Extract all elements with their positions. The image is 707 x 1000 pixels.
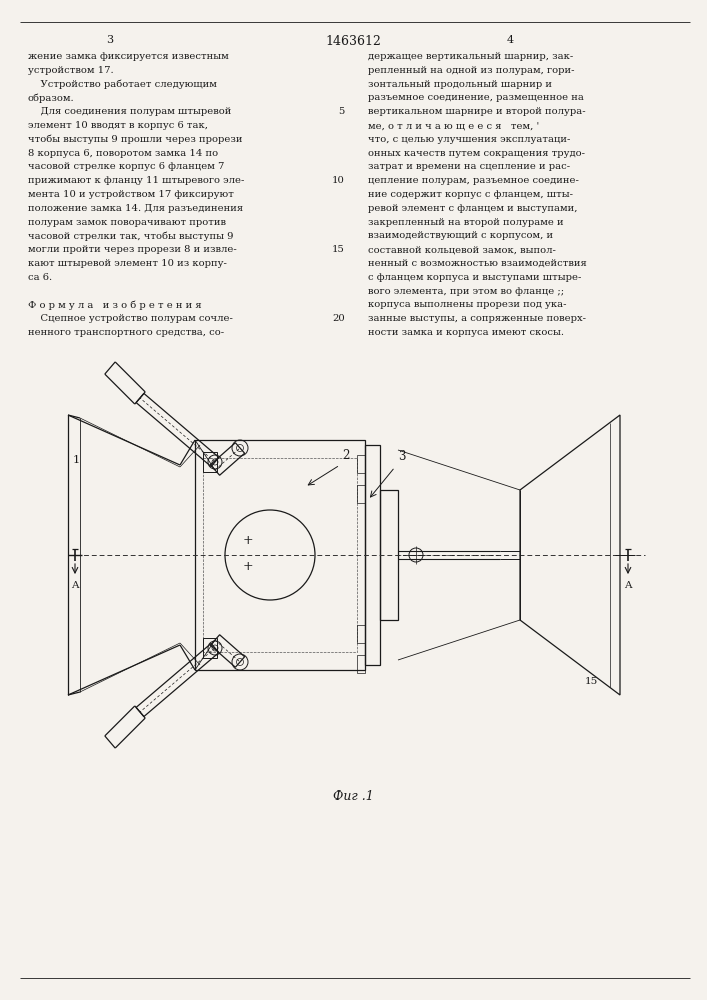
- Text: часовой стрелке корпус 6 фланцем 7: часовой стрелке корпус 6 фланцем 7: [28, 162, 224, 171]
- Text: закрепленный на второй полураме и: закрепленный на второй полураме и: [368, 218, 563, 227]
- Text: 1: 1: [73, 455, 80, 465]
- Text: держащее вертикальный шарнир, зак-: держащее вертикальный шарнир, зак-: [368, 52, 573, 61]
- Text: разъемное соединение, размещенное на: разъемное соединение, размещенное на: [368, 93, 584, 102]
- Text: ме, о т л и ч а ю щ е е с я   тем, ': ме, о т л и ч а ю щ е е с я тем, ': [368, 121, 539, 130]
- Text: 4: 4: [506, 35, 513, 45]
- Text: ние содержит корпус с фланцем, шты-: ние содержит корпус с фланцем, шты-: [368, 190, 573, 199]
- Text: положение замка 14. Для разъединения: положение замка 14. Для разъединения: [28, 204, 243, 213]
- Bar: [357, 455, 365, 473]
- Text: мента 10 и устройством 17 фиксируют: мента 10 и устройством 17 фиксируют: [28, 190, 234, 199]
- Bar: [203, 638, 217, 658]
- Text: образом.: образом.: [28, 93, 75, 103]
- Text: A: A: [624, 581, 632, 590]
- Text: 10: 10: [332, 176, 345, 185]
- Text: 3: 3: [398, 450, 406, 463]
- Bar: [380, 490, 398, 620]
- Text: 15: 15: [585, 677, 598, 686]
- Text: корпуса выполнены прорези под ука-: корпуса выполнены прорези под ука-: [368, 300, 566, 309]
- Text: онных качеств путем сокращения трудо-: онных качеств путем сокращения трудо-: [368, 149, 585, 158]
- Text: +: +: [243, 534, 253, 548]
- Text: са 6.: са 6.: [28, 273, 52, 282]
- Text: 2: 2: [342, 449, 349, 462]
- Text: затрат и времени на сцепление и рас-: затрат и времени на сцепление и рас-: [368, 162, 570, 171]
- Bar: [365, 445, 380, 665]
- Text: цепление полурам, разъемное соедине-: цепление полурам, разъемное соедине-: [368, 176, 579, 185]
- Text: прижимают к фланцу 11 штыревого эле-: прижимают к фланцу 11 штыревого эле-: [28, 176, 245, 185]
- Text: Сцепное устройство полурам сочле-: Сцепное устройство полурам сочле-: [28, 314, 233, 323]
- Bar: [357, 625, 365, 643]
- Text: ненного транспортного средства, со-: ненного транспортного средства, со-: [28, 328, 224, 337]
- Text: Фиг .1: Фиг .1: [332, 790, 373, 803]
- Text: полурам замок поворачивают против: полурам замок поворачивают против: [28, 218, 226, 227]
- Text: репленный на одной из полурам, гори-: репленный на одной из полурам, гори-: [368, 66, 575, 75]
- Text: вертикальном шарнире и второй полура-: вертикальном шарнире и второй полура-: [368, 107, 585, 116]
- Text: A: A: [71, 581, 78, 590]
- Text: с фланцем корпуса и выступами штыре-: с фланцем корпуса и выступами штыре-: [368, 273, 581, 282]
- Text: занные выступы, а сопряженные поверх-: занные выступы, а сопряженные поверх-: [368, 314, 586, 323]
- Text: 20: 20: [332, 314, 345, 323]
- Text: жение замка фиксируется известным: жение замка фиксируется известным: [28, 52, 229, 61]
- Text: могли пройти через прорези 8 и извле-: могли пройти через прорези 8 и извле-: [28, 245, 237, 254]
- Text: ненный с возможностью взаимодействия: ненный с возможностью взаимодействия: [368, 259, 587, 268]
- Text: 1463612: 1463612: [325, 35, 381, 48]
- Text: 8 корпуса 6, поворотом замка 14 по: 8 корпуса 6, поворотом замка 14 по: [28, 149, 218, 158]
- Text: Устройство работает следующим: Устройство работает следующим: [28, 80, 217, 89]
- Text: ревой элемент с фланцем и выступами,: ревой элемент с фланцем и выступами,: [368, 204, 578, 213]
- Text: устройством 17.: устройством 17.: [28, 66, 114, 75]
- Text: что, с целью улучшения эксплуатаци-: что, с целью улучшения эксплуатаци-: [368, 135, 571, 144]
- Bar: [195, 440, 365, 670]
- Text: 3: 3: [107, 35, 114, 45]
- Bar: [357, 485, 365, 503]
- Text: кают штыревой элемент 10 из корпу-: кают штыревой элемент 10 из корпу-: [28, 259, 227, 268]
- Text: ности замка и корпуса имеют скосы.: ности замка и корпуса имеют скосы.: [368, 328, 564, 337]
- Bar: [357, 655, 365, 673]
- Text: вого элемента, при этом во фланце ;;: вого элемента, при этом во фланце ;;: [368, 287, 564, 296]
- Text: взаимодействующий с корпусом, и: взаимодействующий с корпусом, и: [368, 231, 553, 240]
- Text: +: +: [243, 560, 253, 574]
- Bar: [203, 452, 217, 472]
- Text: часовой стрелки так, чтобы выступы 9: часовой стрелки так, чтобы выступы 9: [28, 231, 233, 241]
- Text: зонтальный продольный шарнир и: зонтальный продольный шарнир и: [368, 80, 552, 89]
- Text: чтобы выступы 9 прошли через прорези: чтобы выступы 9 прошли через прорези: [28, 135, 243, 144]
- Text: Для соединения полурам штыревой: Для соединения полурам штыревой: [28, 107, 231, 116]
- Bar: [203, 458, 357, 652]
- Text: элемент 10 вводят в корпус 6 так,: элемент 10 вводят в корпус 6 так,: [28, 121, 208, 130]
- Text: составной кольцевой замок, выпол-: составной кольцевой замок, выпол-: [368, 245, 556, 254]
- Text: Ф о р м у л а   и з о б р е т е н и я: Ф о р м у л а и з о б р е т е н и я: [28, 300, 201, 310]
- Text: 15: 15: [332, 245, 345, 254]
- Text: 5: 5: [339, 107, 345, 116]
